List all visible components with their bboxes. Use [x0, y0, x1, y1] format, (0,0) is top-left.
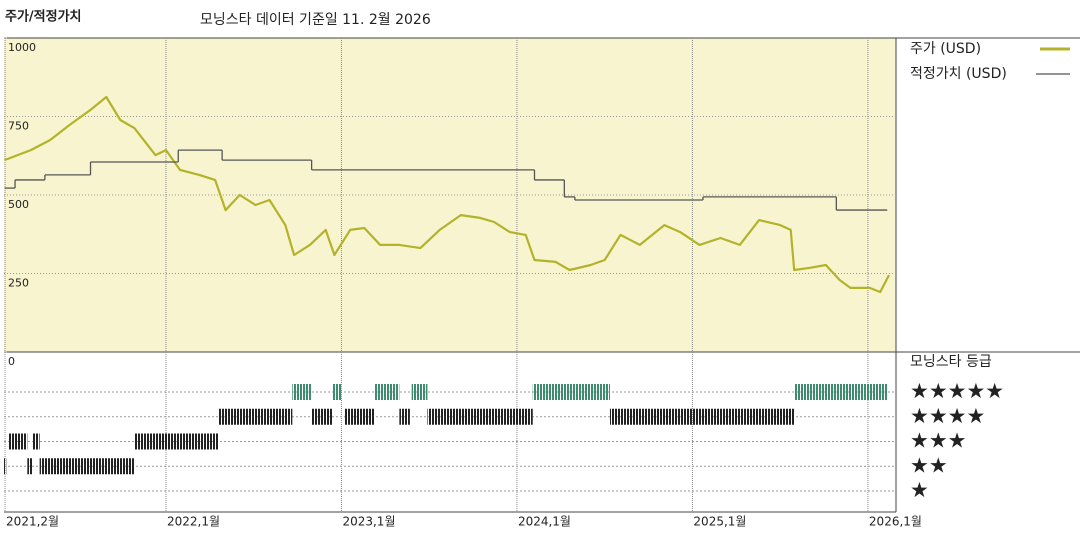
y-tick-label: 750 — [8, 120, 29, 133]
rating-bar — [399, 408, 410, 425]
rating-label: ★★ — [910, 453, 948, 477]
rating-bar — [27, 458, 33, 475]
rating-bar — [344, 408, 375, 425]
rating-label: ★★★★★ — [910, 379, 1004, 403]
rating-label: ★★★ — [910, 429, 966, 453]
plot-background — [4, 38, 896, 352]
rating-bar — [218, 408, 293, 425]
rating-bar — [332, 384, 342, 400]
rating-bar — [4, 458, 7, 475]
rating-bar — [794, 384, 888, 400]
y-tick-label: 500 — [8, 198, 29, 211]
legend-label: 적정가치 (USD) — [910, 66, 1007, 82]
chart-title: 주가/적정가치 — [5, 9, 82, 25]
x-tick-label: 2026,1월 — [869, 515, 922, 529]
x-tick-label: 2025,1월 — [693, 515, 746, 529]
rating-bar — [532, 384, 610, 400]
rating-label: ★★★★ — [910, 404, 985, 428]
rating-bar — [311, 408, 333, 425]
rating-bar — [374, 384, 400, 400]
y-tick-label: 0 — [8, 355, 15, 368]
rating-bar — [292, 384, 312, 400]
rating-bar — [609, 408, 795, 425]
x-tick-label: 2022,1월 — [167, 515, 220, 529]
x-tick-label: 2023,1월 — [342, 515, 395, 529]
rating-bar — [411, 384, 428, 400]
price-line — [4, 95, 890, 294]
rating-title: 모닝스타 등급 — [910, 354, 992, 370]
legend-label: 주가 (USD) — [910, 41, 981, 57]
rating-bar — [8, 433, 28, 450]
rating-bar — [134, 433, 219, 450]
y-tick-label: 1000 — [8, 41, 36, 54]
rating-bar — [39, 458, 135, 475]
chart-subtitle: 모닝스타 데이터 기준일 11. 2월 2026 — [200, 12, 431, 28]
x-tick-label: 2024,1월 — [518, 515, 571, 529]
rating-label: ★ — [910, 478, 929, 502]
y-tick-label: 250 — [8, 277, 29, 290]
rating-bar — [427, 408, 533, 425]
x-tick-label: 2021,2월 — [6, 515, 59, 529]
rating-bar — [32, 433, 40, 450]
